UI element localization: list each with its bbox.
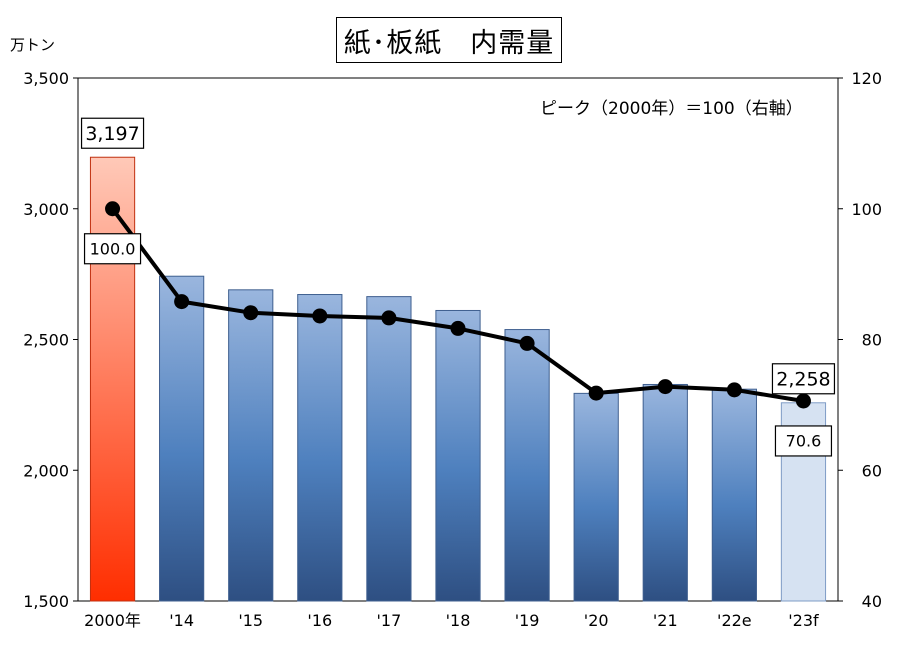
x-axis-tick-label: '15 bbox=[238, 611, 263, 630]
x-axis-tick-label: '22e bbox=[717, 611, 752, 630]
right-axis-tick-label: 100 bbox=[851, 200, 882, 219]
y-axis-unit-label: 万トン bbox=[10, 36, 56, 54]
right-axis-tick-label: 80 bbox=[862, 331, 882, 350]
x-axis-tick-label: '18 bbox=[446, 611, 471, 630]
index-point-4[interactable] bbox=[381, 310, 397, 326]
index-point-2[interactable] bbox=[243, 305, 259, 321]
chart-title: 紙･板紙 内需量 bbox=[336, 17, 562, 63]
bar-8[interactable] bbox=[642, 383, 688, 602]
x-axis-tick-label: '21 bbox=[653, 611, 678, 630]
bar-2[interactable] bbox=[228, 289, 274, 602]
left-axis-tick-label: 2,500 bbox=[23, 331, 69, 350]
index-point-9[interactable] bbox=[726, 382, 742, 398]
right-axis-tick-label: 60 bbox=[862, 461, 882, 480]
line-value-label-0-box bbox=[83, 233, 142, 265]
index-point-5[interactable] bbox=[450, 320, 466, 336]
right-axis-tick-label: 40 bbox=[862, 592, 882, 611]
bar-value-label-0-box bbox=[80, 117, 145, 149]
line-value-label-10-box bbox=[774, 425, 833, 457]
x-axis-tick-label: 2000年 bbox=[84, 611, 141, 630]
x-axis-tick-label: '17 bbox=[377, 611, 402, 630]
bar-9[interactable] bbox=[711, 388, 757, 602]
left-axis-tick-label: 3,000 bbox=[23, 200, 69, 219]
index-point-6[interactable] bbox=[519, 335, 535, 351]
peak-index-note: ピーク（2000年）＝100（右軸） bbox=[540, 99, 803, 119]
bar-7[interactable] bbox=[573, 392, 619, 602]
index-point-3[interactable] bbox=[312, 308, 328, 324]
x-axis-tick-label: '14 bbox=[169, 611, 194, 630]
index-point-8[interactable] bbox=[657, 379, 673, 395]
left-axis-tick-label: 3,500 bbox=[23, 69, 69, 88]
index-point-7[interactable] bbox=[588, 385, 604, 401]
bar-3[interactable] bbox=[297, 294, 343, 602]
line-value-label-10: 70.6 bbox=[786, 432, 822, 451]
x-axis-tick-label: '23f bbox=[788, 611, 819, 630]
index-point-10[interactable] bbox=[795, 393, 811, 409]
left-axis-tick-label: 2,000 bbox=[23, 461, 69, 480]
x-axis-tick-label: '20 bbox=[584, 611, 609, 630]
index-point-1[interactable] bbox=[174, 294, 190, 310]
bar-5[interactable] bbox=[435, 309, 481, 602]
index-point-0[interactable] bbox=[105, 201, 121, 217]
line-value-label-0: 100.0 bbox=[90, 240, 136, 259]
right-axis-tick-label: 120 bbox=[851, 69, 882, 88]
bar-value-label-10: 2,258 bbox=[776, 369, 830, 391]
bar-6[interactable] bbox=[504, 329, 550, 602]
bar-value-label-0: 3,197 bbox=[85, 123, 139, 145]
bar-4[interactable] bbox=[366, 296, 412, 602]
x-axis-tick-label: '16 bbox=[307, 611, 332, 630]
left-axis-tick-label: 1,500 bbox=[23, 592, 69, 611]
x-axis-tick-label: '19 bbox=[515, 611, 540, 630]
bar-1[interactable] bbox=[159, 275, 205, 602]
bar-0[interactable] bbox=[89, 156, 136, 602]
bar-value-label-10-box bbox=[771, 363, 836, 395]
